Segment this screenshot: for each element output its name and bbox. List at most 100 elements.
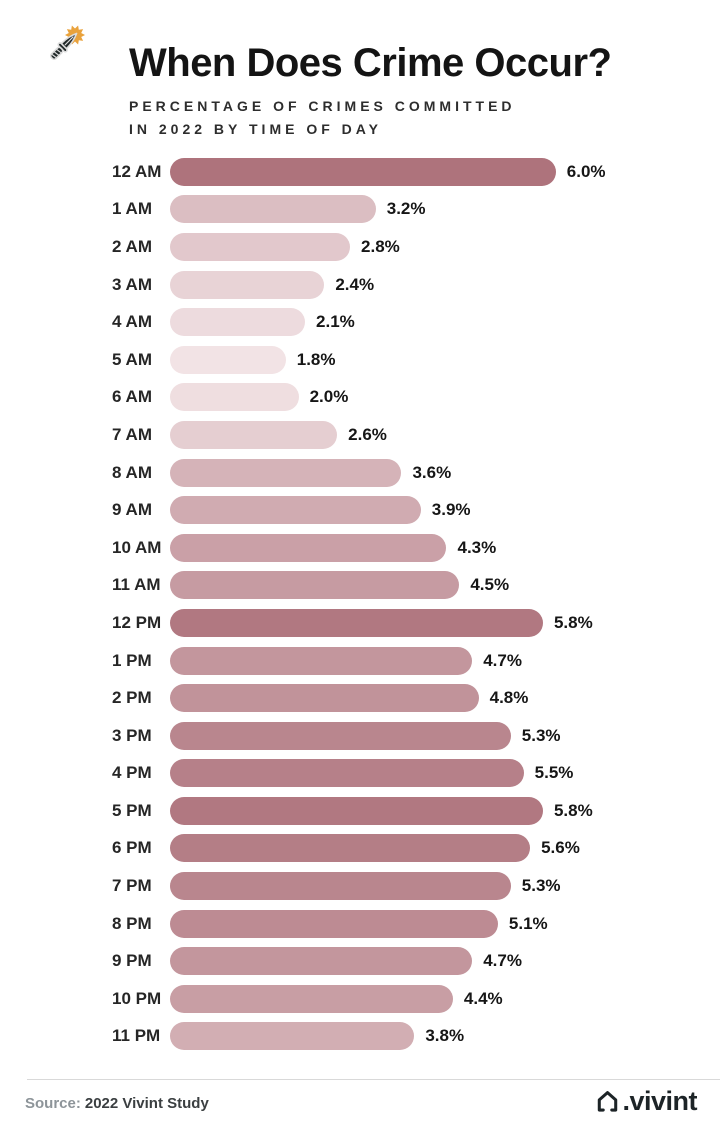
hour-label: 1 AM <box>112 199 152 219</box>
bar-row: 5 PM 5.8% <box>0 792 720 830</box>
hour-label: 12 PM <box>112 612 162 632</box>
bar <box>170 872 511 901</box>
bar <box>170 834 531 863</box>
source-prefix: Source: <box>25 1095 81 1112</box>
bar <box>170 909 498 938</box>
bar-row: 10 PM 4.4% <box>0 980 720 1018</box>
bar <box>170 721 511 750</box>
hour-label: 9 AM <box>112 500 152 520</box>
bar <box>170 270 325 299</box>
hour-label: 4 PM <box>112 763 152 783</box>
bar-row: 2 PM 4.8% <box>0 679 720 717</box>
bar-row: 8 PM 5.1% <box>0 905 720 943</box>
subtitle-line-2: IN 2022 BY TIME OF DAY <box>129 121 382 137</box>
value-label: 4.3% <box>457 537 497 557</box>
value-label: 2.6% <box>348 424 387 444</box>
bar <box>170 796 543 825</box>
bar <box>170 984 453 1013</box>
brand-text: .vivint <box>622 1086 697 1116</box>
bar-row: 7 AM 2.6% <box>0 416 720 454</box>
bar <box>170 157 556 186</box>
value-label: 5.8% <box>553 612 593 632</box>
footer-divider <box>27 1079 720 1080</box>
value-label: 5.5% <box>534 763 574 783</box>
bar-row: 10 AM 4.3% <box>0 529 720 567</box>
value-label: 2.0% <box>309 387 349 407</box>
bar-row: 6 AM 2.0% <box>0 379 720 417</box>
bar <box>170 308 306 337</box>
bar-row: 2 AM 2.8% <box>0 228 720 266</box>
bar <box>170 458 402 487</box>
brand-logo: .vivint <box>594 1086 697 1116</box>
hour-label: 3 PM <box>112 725 152 745</box>
hour-label: 8 AM <box>112 462 152 482</box>
bar-row: 6 PM 5.6% <box>0 830 720 868</box>
bar <box>170 533 447 562</box>
value-label: 2.8% <box>361 236 400 256</box>
bar-row: 11 PM 3.8% <box>0 1018 720 1056</box>
bar-row: 12 PM 5.8% <box>0 604 720 642</box>
value-label: 4.8% <box>489 688 529 708</box>
hour-label: 8 PM <box>112 913 152 933</box>
hour-label: 10 PM <box>112 988 162 1008</box>
source-text: 2022 Vivint Study <box>84 1095 209 1112</box>
value-label: 5.6% <box>541 838 580 858</box>
bar <box>170 383 299 412</box>
header: When Does Crime Occur? PERCENTAGE OF CRI… <box>129 41 612 141</box>
bar-chart: 12 AM 6.0% 1 AM 3.2% 2 AM 2.8% 3 AM 2.4%… <box>0 153 720 1055</box>
hour-label: 2 AM <box>112 236 152 256</box>
bar <box>170 759 524 788</box>
bar-row: 4 AM 2.1% <box>0 303 720 341</box>
bar <box>170 345 286 374</box>
bar-row: 1 AM 3.2% <box>0 191 720 229</box>
hour-label: 10 AM <box>112 537 162 557</box>
value-label: 3.6% <box>412 462 452 482</box>
hour-label: 9 PM <box>112 951 152 971</box>
bar <box>170 496 421 525</box>
value-label: 3.8% <box>425 1026 465 1046</box>
hour-label: 2 PM <box>112 688 152 708</box>
hour-label: 4 AM <box>112 312 152 332</box>
bar <box>170 571 460 600</box>
hour-label: 6 PM <box>112 838 152 858</box>
value-label: 2.1% <box>316 312 355 332</box>
header-badge <box>30 0 96 98</box>
value-label: 3.9% <box>431 500 471 520</box>
value-label: 4.5% <box>470 575 510 595</box>
value-label: 4.7% <box>483 650 522 670</box>
bar-row: 7 PM 5.3% <box>0 867 720 905</box>
bar-row: 5 AM 1.8% <box>0 341 720 379</box>
value-label: 4.4% <box>463 988 503 1008</box>
bar <box>170 420 338 449</box>
bar-row: 3 AM 2.4% <box>0 266 720 304</box>
bar-row: 3 PM 5.3% <box>0 717 720 755</box>
source-line: Source: 2022 Vivint Study <box>25 1095 209 1112</box>
bar-row: 9 PM 4.7% <box>0 942 720 980</box>
value-label: 5.3% <box>521 725 561 745</box>
vivint-house-icon <box>594 1088 622 1115</box>
bar <box>170 646 473 675</box>
bar <box>170 1022 415 1051</box>
bar-row: 4 PM 5.5% <box>0 755 720 793</box>
value-label: 2.4% <box>335 274 375 294</box>
value-label: 5.8% <box>553 800 593 820</box>
hour-label: 5 AM <box>112 349 152 369</box>
hour-label: 11 AM <box>112 575 161 595</box>
hour-label: 7 AM <box>112 424 152 444</box>
bar <box>170 684 479 713</box>
bar-row: 1 PM 4.7% <box>0 642 720 680</box>
bar-row: 8 AM 3.6% <box>0 454 720 492</box>
value-label: 5.3% <box>521 876 561 896</box>
hour-label: 7 PM <box>112 876 152 896</box>
knife-with-spark-icon <box>37 23 89 75</box>
bar-row: 12 AM 6.0% <box>0 153 720 191</box>
hour-label: 1 PM <box>112 650 152 670</box>
subtitle-line-1: PERCENTAGE OF CRIMES COMMITTED <box>129 98 516 114</box>
hour-label: 5 PM <box>112 800 152 820</box>
page-title: When Does Crime Occur? <box>129 41 612 85</box>
hour-label: 12 AM <box>112 161 162 181</box>
hour-label: 3 AM <box>112 274 152 294</box>
chart-subtitle: PERCENTAGE OF CRIMES COMMITTED IN 2022 B… <box>129 95 611 141</box>
bar <box>170 232 351 261</box>
bar <box>170 947 473 976</box>
